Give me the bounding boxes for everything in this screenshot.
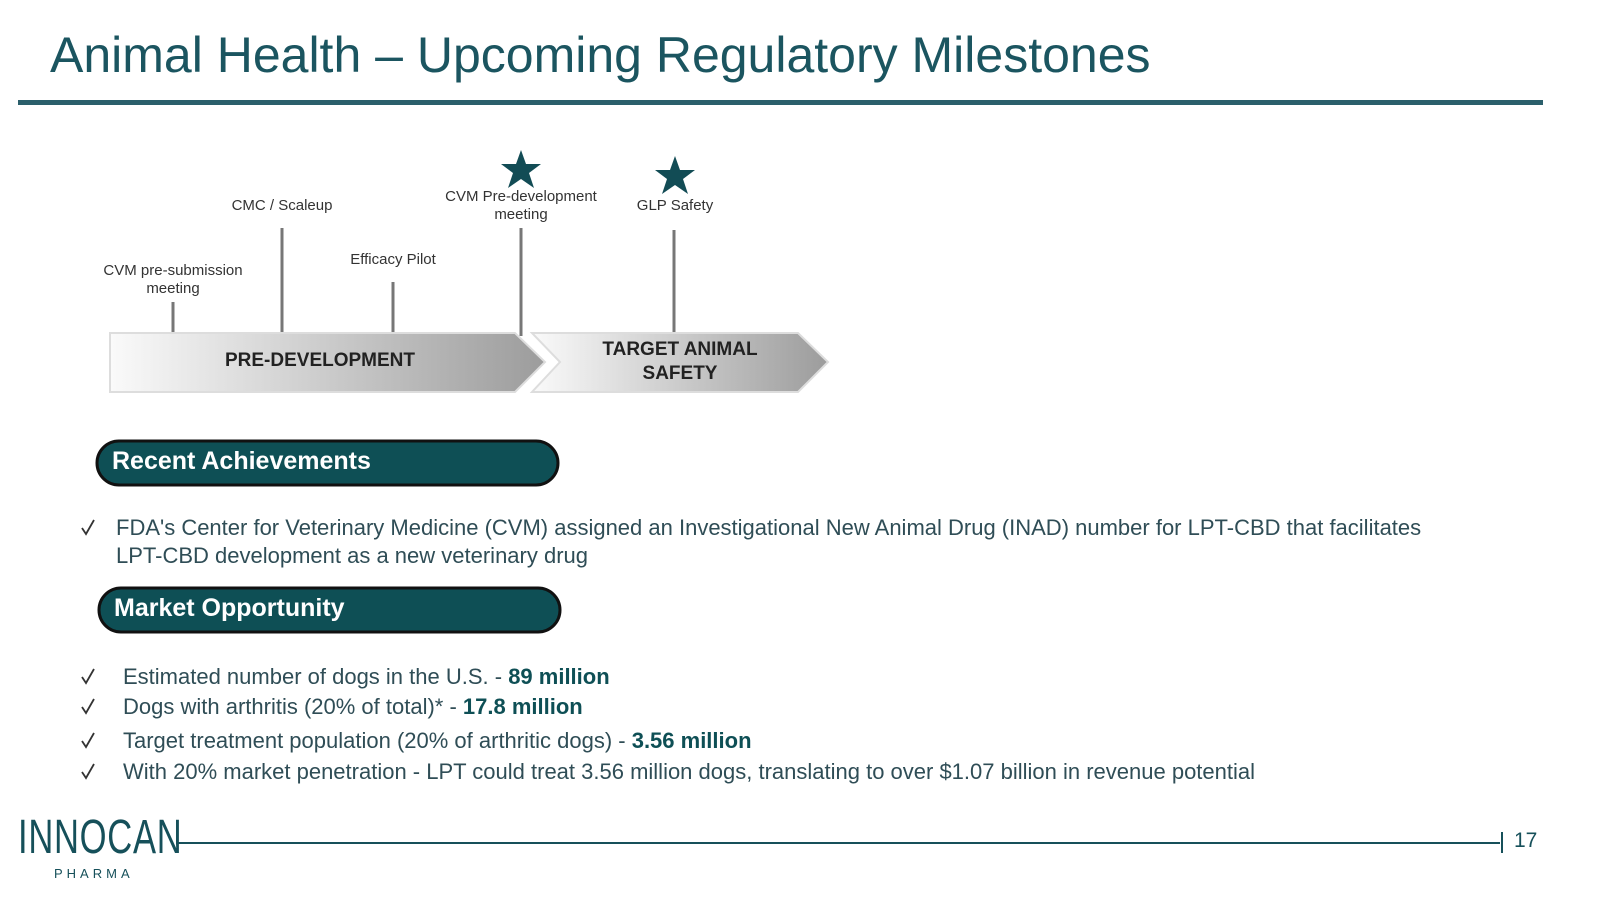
star [655,156,695,194]
bullet-text: Dogs with arthritis (20% of total)* - [123,694,463,719]
bullet-text: Target treatment population (20% of arth… [123,728,632,753]
checkmarks [81,519,95,780]
milestone-label: GLP Safety [636,197,714,214]
page-number: 17 [1514,829,1538,852]
bullet: Estimated number of dogs in the U.S. - 8… [123,663,610,691]
milestone-label: Efficacy Pilot [350,251,436,268]
title-rule [18,100,1543,105]
bullet: With 20% market penetration - LPT could … [123,758,1255,786]
phase-arrow [109,332,547,393]
logo: INNOCAN [18,811,183,864]
bullet-text: With 20% market penetration - LPT could … [123,759,1256,784]
phase-label: TARGET ANIMAL SAFETY [602,339,758,384]
section-heading: Recent Achievements [112,447,371,475]
section-pill [95,439,560,487]
bullet-figure: 3.56 million [631,728,752,753]
bullet-figure: 17.8 million [462,694,583,719]
bullet: Target treatment population (20% of arth… [123,727,752,755]
bullet: Dogs with arthritis (20% of total)* - 17… [123,693,583,721]
section-pill [97,586,562,634]
logo-sub: PHARMA [54,866,134,881]
title: Animal Health – Upcoming Regulatory Mile… [50,27,1151,83]
section-heading: Market Opportunity [114,594,345,622]
bullet-figure: 89 million [508,664,610,689]
bullet-text: Estimated number of dogs in the U.S. - [123,664,509,689]
milestone-label: CVM Pre-development meeting [445,188,597,223]
phase-arrow [529,332,830,393]
phase-label: PRE-DEVELOPMENT [224,350,416,371]
bullet: FDA's Center for Veterinary Medicine (CV… [116,514,1426,570]
star [501,150,541,188]
milestone-label: CMC / Scaleup [231,197,333,214]
bullet-text: FDA's Center for Veterinary Medicine (CV… [116,515,1422,568]
milestone-label: CVM pre-submission meeting [103,262,243,297]
milestone-lines [171,228,676,336]
